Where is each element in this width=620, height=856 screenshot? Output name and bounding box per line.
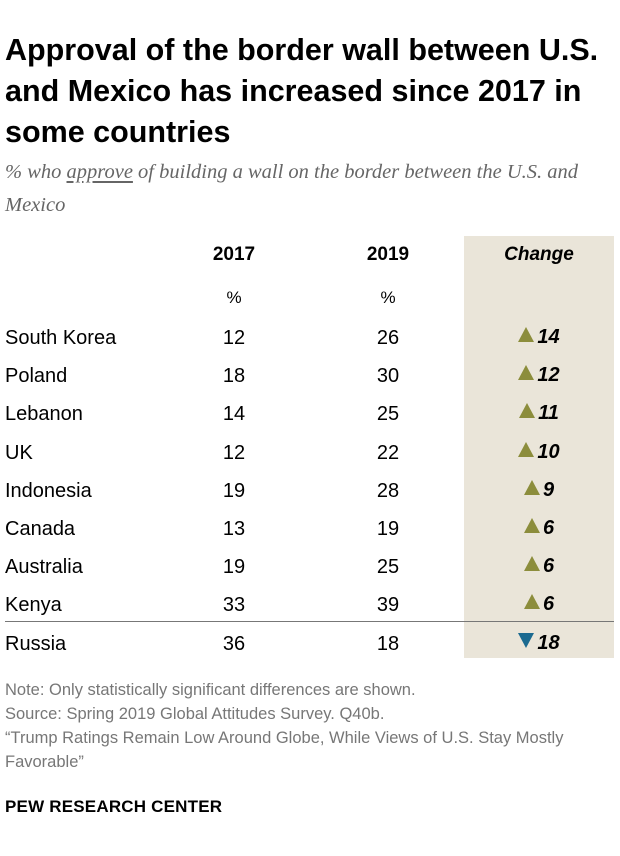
russia-divider-line [5,621,614,622]
country-label: Australia [5,556,83,579]
change-cell: 10 [464,441,614,464]
value-2017: 36 [222,632,246,655]
change-cell: 6 [464,593,614,616]
value-2019: 19 [376,518,400,540]
value-2017: 12 [222,327,246,349]
value-2019: 26 [376,327,400,349]
value-2019: 22 [376,441,400,464]
up-triangle-icon [519,403,536,419]
up-triangle-icon [518,365,535,381]
change-value: 6 [542,517,555,539]
country-label: Poland [5,365,68,388]
value-2017: 14 [222,403,246,426]
up-triangle-icon [523,479,540,495]
country-label: Kenya [5,594,62,617]
pew-research-center-logo: PEW RESEARCH CENTER [5,797,223,816]
unit-label-2019: % [380,288,396,307]
chart-title: Approval of the border wall between U.S.… [5,33,599,149]
subtitle-after: of building a wall on the border between… [5,161,578,216]
country-label: Canada [5,518,76,540]
change-cell: 6 [464,555,614,578]
up-triangle-icon [518,327,535,342]
column-header-2019: 2019 [366,244,410,265]
change-cell: 12 [464,364,614,387]
unit-label-2017: % [226,288,242,307]
subtitle-before: % who [5,161,67,183]
value-2017: 13 [222,518,246,540]
change-cell: 11 [464,402,614,425]
country-label: Lebanon [5,403,83,426]
up-triangle-icon [523,594,540,610]
change-value: 6 [542,593,555,616]
table-row: Indonesia 19 28 9 [0,471,620,509]
column-header-change: Change [504,244,574,265]
value-2017: 33 [222,594,246,617]
value-2019: 25 [376,556,400,579]
up-triangle-icon [518,441,535,457]
table-row: Russia 36 18 18 [0,624,620,662]
table-row: South Korea 12 26 14 [0,318,620,356]
up-triangle-icon [523,518,540,533]
value-2017: 19 [222,479,246,502]
change-value: 10 [537,440,560,463]
value-2019: 25 [376,403,400,426]
down-triangle-icon [518,632,535,648]
table-row: Kenya 33 39 6 [0,585,620,623]
change-cell: 6 [464,517,614,540]
report-title-text: “Trump Ratings Remain Low Around Globe, … [5,729,564,771]
change-value: 6 [542,555,555,578]
change-cell: 9 [464,479,614,502]
change-cell: 18 [464,632,614,655]
table-row: Lebanon 14 25 11 [0,394,620,432]
column-header-2017: 2017 [212,244,256,265]
up-triangle-icon [523,556,540,572]
change-value: 9 [542,478,555,501]
change-value: 18 [537,631,560,654]
notes-block: Note: Only statistically significant dif… [5,678,605,774]
table-row: UK 12 22 10 [0,433,620,471]
country-label: South Korea [5,327,117,349]
table-row: Canada 13 19 6 [0,509,620,547]
value-2019: 39 [376,594,400,617]
country-label: UK [5,441,33,464]
table-row: Poland 18 30 12 [0,356,620,394]
source-text: Source: Spring 2019 Global Attitudes Sur… [5,705,385,723]
value-2019: 30 [376,365,400,388]
value-2019: 28 [376,479,400,502]
country-label: Indonesia [5,479,92,502]
value-2017: 19 [222,556,246,579]
value-2019: 18 [376,632,400,655]
change-cell: 14 [464,326,614,349]
chart-subtitle: % who approve of building a wall on the … [5,156,617,222]
country-label: Russia [5,632,67,655]
note-text: Note: Only statistically significant dif… [5,681,416,699]
value-2017: 18 [222,365,246,388]
value-2017: 12 [222,441,246,464]
change-value: 12 [537,364,560,387]
table-row: Australia 19 25 6 [0,547,620,585]
change-value: 11 [538,402,559,425]
subtitle-underlined: approve [66,161,133,183]
change-value: 14 [537,326,560,348]
change-column-background [464,236,614,658]
